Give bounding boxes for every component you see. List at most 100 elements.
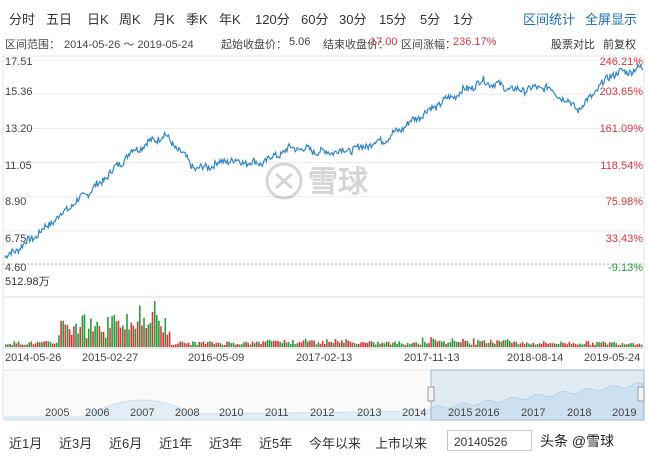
volume-bar [553,343,556,347]
volume-bar [307,341,309,347]
volume-bar [560,341,562,347]
volume-bar [30,341,33,347]
period-tab-year-k[interactable]: 年K [219,12,241,27]
volume-bar [502,340,505,347]
navigator-left-handle[interactable] [427,386,435,402]
volume-bar [466,340,469,347]
period-tab-120min[interactable]: 120分 [255,12,290,27]
volume-bar [613,341,615,347]
period-tab-5min[interactable]: 5分 [420,12,441,27]
volume-bar [585,341,588,347]
date-tick: 2016-05-09 [188,352,244,364]
volume-bar [370,341,373,347]
volume-bar [528,343,530,347]
volume-bar [51,343,54,347]
range-3-month[interactable]: 近3月 [59,436,93,451]
range-1-year[interactable]: 近1年 [159,436,193,451]
range-6-month[interactable]: 近6月 [109,436,143,451]
period-tab-quarter-k[interactable]: 季K [186,12,208,27]
navigator-right-handle[interactable] [637,386,645,402]
volume-bar [447,342,449,347]
range-stats-link[interactable]: 区间统计 [523,12,576,27]
range-5-year[interactable]: 近5年 [259,436,293,451]
volume-bar [609,342,611,347]
volume-bar [313,340,315,347]
price-tick: 4.60 [5,262,26,274]
volume-bar [160,326,162,347]
period-tab-intraday[interactable]: 分时 [9,12,36,27]
volume-bar [94,326,96,347]
start-date-input[interactable] [447,430,532,451]
volume-bar [194,342,196,347]
volume-bar [296,343,298,347]
volume-bar [477,340,479,347]
price-tick: 13.20 [5,123,33,135]
volume-bar [360,342,362,347]
period-tab-60min[interactable]: 60分 [301,12,329,27]
volume-bar [509,341,511,347]
volume-bar [368,341,371,347]
volume-bar [543,341,545,347]
volume-bar [424,342,426,347]
volume-bar [449,341,452,347]
volume-bar [287,341,290,347]
volume-bar [258,342,260,347]
volume-bar [598,342,600,347]
volume-bar [202,341,205,347]
fullscreen-link[interactable]: 全屏显示 [585,12,638,27]
date-tick: 2014-05-26 [5,352,61,364]
volume-bar [302,340,305,347]
period-tab-week-k[interactable]: 周K [119,12,141,27]
volume-bar [383,343,386,347]
period-tab-30min[interactable]: 30分 [339,12,367,27]
quick-range-bar: 近1月 近3月 近6月 近1年 近3年 近5年 今年以来 上市以来 [0,428,649,454]
volume-bar [234,344,237,347]
volume-bar [421,337,424,347]
period-tab-day-k[interactable]: 日K [87,12,109,27]
volume-bar [15,343,18,347]
volume-bar [196,344,198,347]
period-tab-1min[interactable]: 1分 [453,12,474,27]
range-ytd[interactable]: 今年以来 [309,436,362,451]
volume-bar [496,340,498,347]
adjust-button[interactable]: 前复权 [603,39,636,51]
range-since-listing[interactable]: 上市以来 [375,436,428,451]
volume-bar [217,342,220,347]
volume-bar [200,342,203,347]
volume-bar [483,340,486,347]
period-tab-5day[interactable]: 五日 [46,12,73,27]
volume-bar [70,334,73,347]
volume-bar [332,342,335,347]
volume-bar [5,344,7,347]
volume-bar [90,318,92,347]
volume-bar [41,342,43,347]
range-3-year[interactable]: 近3年 [209,436,243,451]
date-axis: 2014-05-26 2015-02-27 2016-05-09 2017-02… [5,352,640,364]
volume-bar [581,344,583,347]
nav-year: 2017 [521,407,545,419]
volume-bar [149,322,152,347]
volume-bar [56,342,58,347]
volume-bar [98,326,101,347]
period-tab-15min[interactable]: 15分 [379,12,407,27]
volume-bar [632,343,634,347]
volume-bar [151,311,154,347]
volume-bar [517,344,520,347]
volume-bar [134,328,137,347]
volume-bar [211,342,213,347]
period-tab-month-k[interactable]: 月K [153,12,175,27]
time-navigator[interactable]: 2005 2006 2007 2008 2010 2011 2012 2013 … [2,369,645,421]
volume-bar [17,341,20,347]
range-1-month[interactable]: 近1月 [9,436,43,451]
compare-button[interactable]: 股票对比 [551,39,595,51]
volume-bar [109,327,111,347]
volume-bar [185,343,188,347]
volume-bar [366,342,369,347]
volume-bar [626,344,628,347]
volume-bar [540,343,543,347]
volume-bar [300,342,303,347]
nav-year: 2015 [448,407,472,419]
volume-bar [472,338,475,347]
volume-bar [336,340,339,347]
